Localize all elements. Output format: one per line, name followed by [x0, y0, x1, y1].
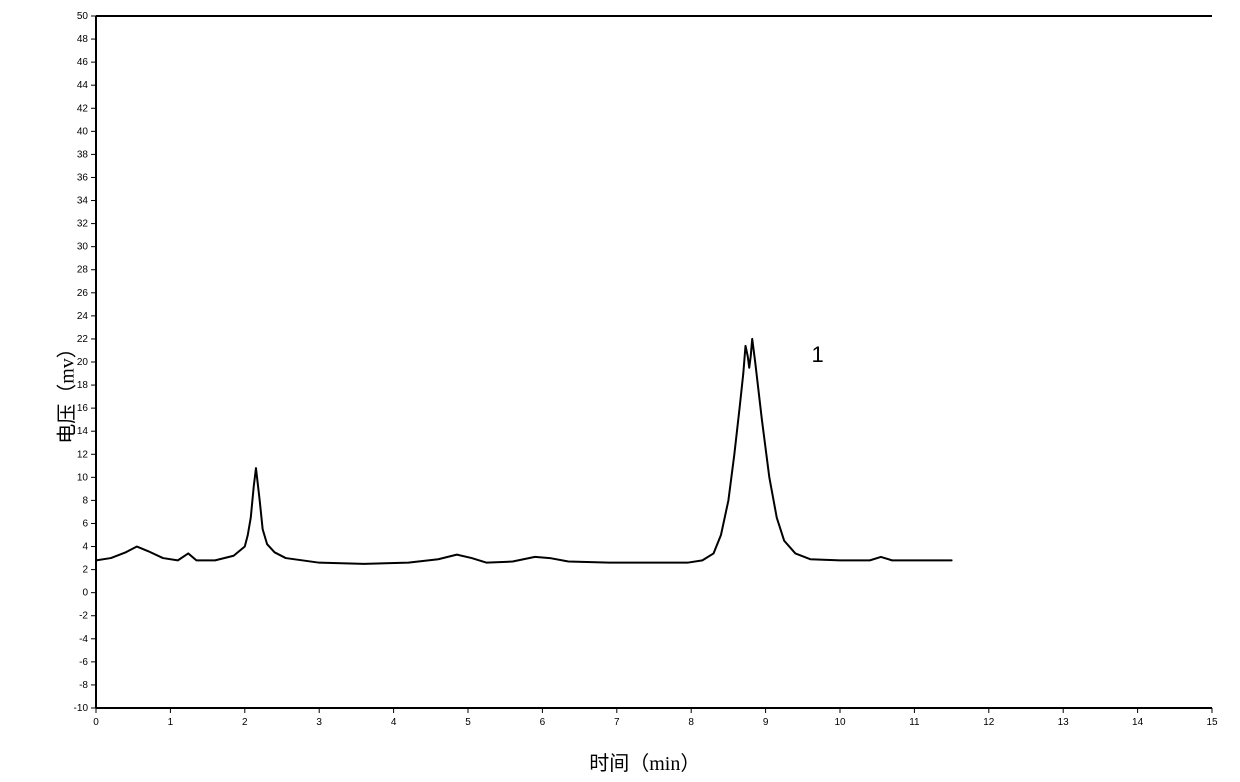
svg-text:-8: -8	[79, 680, 88, 691]
svg-text:24: 24	[77, 311, 89, 322]
svg-text:12: 12	[983, 717, 995, 728]
svg-text:44: 44	[77, 80, 89, 91]
svg-text:-2: -2	[79, 611, 88, 622]
svg-text:-6: -6	[79, 657, 88, 668]
svg-text:16: 16	[77, 403, 89, 414]
svg-text:28: 28	[77, 265, 89, 276]
svg-text:42: 42	[77, 103, 89, 114]
svg-text:1: 1	[168, 717, 174, 728]
svg-text:46: 46	[77, 57, 89, 68]
svg-text:32: 32	[77, 219, 89, 230]
svg-text:-4: -4	[79, 634, 88, 645]
svg-text:48: 48	[77, 34, 89, 45]
chart-svg: -10-8-6-4-202468101214161820222426283032…	[60, 12, 1220, 738]
svg-text:4: 4	[391, 717, 397, 728]
svg-text:2: 2	[82, 565, 88, 576]
svg-text:26: 26	[77, 288, 89, 299]
svg-text:-10: -10	[74, 703, 89, 714]
svg-text:10: 10	[834, 717, 846, 728]
svg-text:2: 2	[242, 717, 248, 728]
svg-text:20: 20	[77, 357, 89, 368]
svg-text:11: 11	[909, 717, 920, 728]
svg-text:14: 14	[1132, 717, 1144, 728]
svg-text:3: 3	[316, 717, 322, 728]
svg-text:22: 22	[77, 334, 89, 345]
peak-label: 1	[812, 342, 824, 367]
svg-text:4: 4	[82, 542, 88, 553]
svg-text:30: 30	[77, 242, 89, 253]
svg-text:14: 14	[77, 426, 89, 437]
svg-text:38: 38	[77, 149, 89, 160]
svg-text:15: 15	[1206, 717, 1218, 728]
svg-text:13: 13	[1058, 717, 1070, 728]
svg-text:6: 6	[540, 717, 546, 728]
svg-text:7: 7	[614, 717, 620, 728]
svg-text:36: 36	[77, 172, 89, 183]
svg-text:8: 8	[688, 717, 694, 728]
svg-text:40: 40	[77, 126, 89, 137]
svg-text:12: 12	[77, 449, 89, 460]
svg-text:9: 9	[763, 717, 769, 728]
svg-text:34: 34	[77, 196, 89, 207]
svg-text:10: 10	[77, 472, 89, 483]
chromatogram-chart: -10-8-6-4-202468101214161820222426283032…	[60, 12, 1220, 738]
svg-text:5: 5	[465, 717, 471, 728]
svg-text:6: 6	[82, 518, 88, 529]
chromatogram-trace	[96, 339, 952, 564]
svg-text:18: 18	[77, 380, 89, 391]
x-axis-label: 时间（min）	[589, 747, 700, 776]
svg-text:0: 0	[93, 717, 99, 728]
svg-text:50: 50	[77, 12, 89, 22]
svg-text:8: 8	[82, 495, 88, 506]
svg-text:0: 0	[82, 588, 88, 599]
